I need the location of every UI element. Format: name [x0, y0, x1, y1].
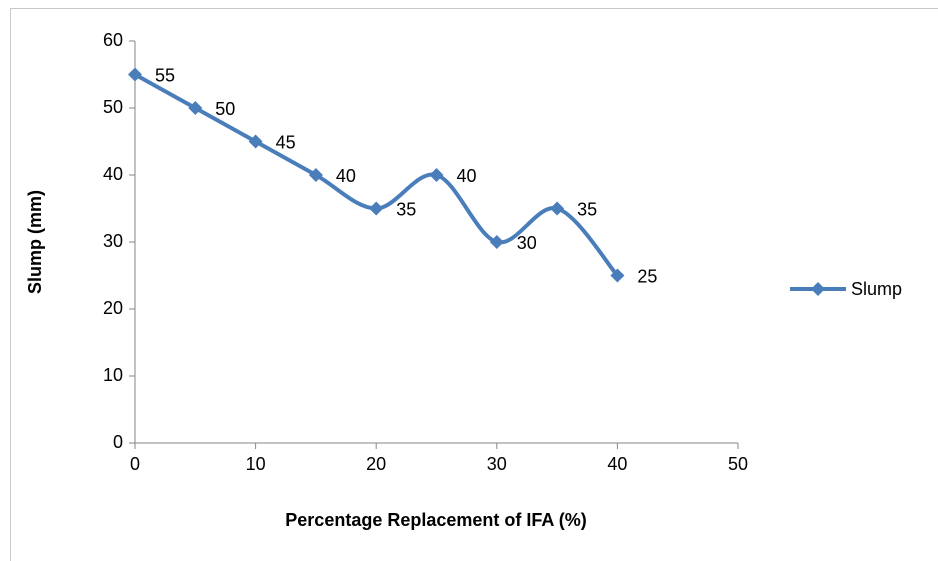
data-label: 25 [637, 266, 657, 286]
y-tick-label: 50 [103, 97, 123, 117]
x-tick-label: 30 [487, 454, 507, 474]
point-marker [369, 201, 384, 216]
data-label: 40 [457, 166, 477, 186]
y-tick-label: 10 [103, 365, 123, 385]
data-label: 35 [577, 199, 597, 219]
point-marker [308, 168, 323, 182]
y-tick-label: 60 [103, 30, 123, 50]
data-label: 55 [155, 65, 175, 85]
data-label: 40 [336, 166, 356, 186]
point-marker [550, 201, 565, 216]
data-label: 35 [396, 199, 416, 219]
y-tick-label: 20 [103, 298, 123, 318]
legend-label: Slump [851, 279, 902, 299]
y-tick-label: 30 [103, 231, 123, 251]
data-label: 45 [276, 132, 296, 152]
point-marker [429, 168, 444, 182]
point-marker [248, 134, 263, 149]
point-marker [489, 235, 504, 249]
data-label: 50 [215, 99, 235, 119]
point-marker [128, 67, 142, 82]
x-axis-title: Percentage Replacement of IFA (%) [285, 510, 586, 530]
y-tick-label: 40 [103, 164, 123, 184]
x-tick-label: 0 [130, 454, 140, 474]
x-tick-label: 20 [366, 454, 386, 474]
x-tick-label: 50 [728, 454, 748, 474]
y-axis-title: Slump (mm) [25, 190, 45, 294]
chart-frame [10, 8, 938, 561]
data-label: 30 [517, 233, 537, 253]
x-tick-label: 10 [246, 454, 266, 474]
point-marker [610, 268, 625, 283]
legend-marker [811, 282, 825, 296]
x-tick-label: 40 [607, 454, 627, 474]
series-line [134, 72, 619, 277]
point-marker [188, 101, 203, 115]
y-tick-label: 0 [113, 432, 123, 452]
